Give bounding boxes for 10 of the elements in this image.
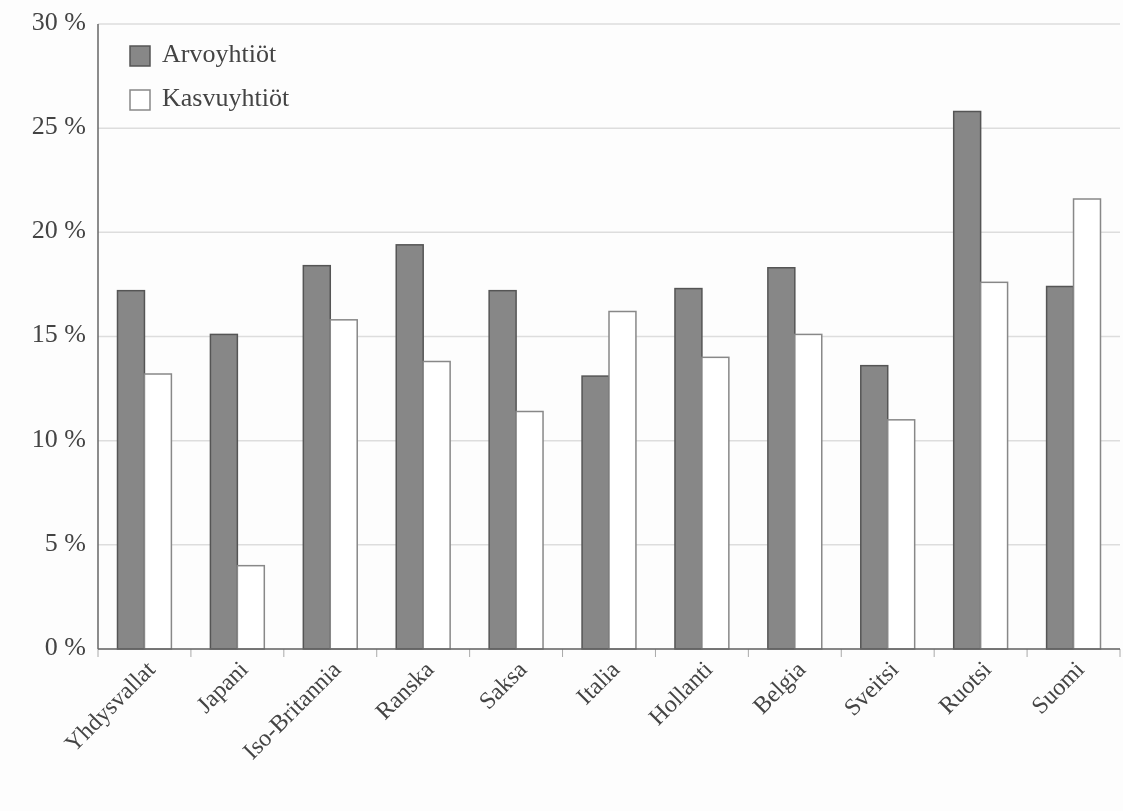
x-tick-label: Italia — [571, 655, 625, 710]
y-tick-label: 20 % — [31, 215, 86, 245]
legend-label: Arvoyhtiöt — [162, 38, 277, 68]
y-tick-label: 0 % — [44, 631, 86, 661]
y-tick-label: 15 % — [31, 319, 86, 349]
y-tick-label: 5 % — [44, 527, 86, 557]
y-tick-label: 30 % — [31, 6, 86, 36]
y-tick-label: 10 % — [31, 423, 86, 453]
legend-label: Kasvuyhtiöt — [162, 82, 290, 112]
y-tick-label: 25 % — [31, 111, 86, 141]
